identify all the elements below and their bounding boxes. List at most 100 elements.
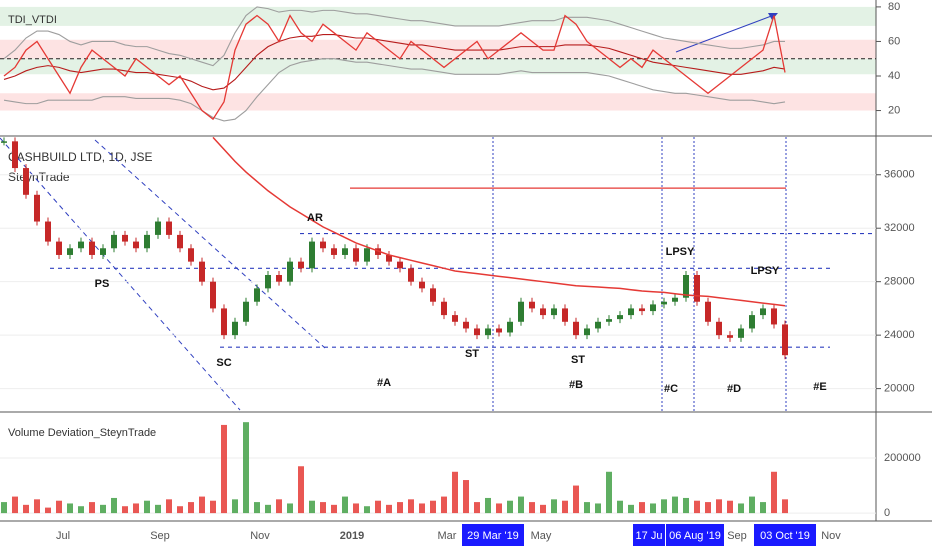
annotation: #B (569, 379, 583, 391)
date-marker (633, 524, 665, 546)
y-tick-label: 32000 (884, 222, 915, 234)
candle (12, 141, 18, 169)
y-tick-label: 0 (884, 507, 890, 519)
candle (309, 241, 315, 269)
volume-title: Volume Deviation_SteynTrade (8, 427, 156, 439)
candle (199, 261, 205, 282)
line (3, 58, 786, 122)
candle (771, 308, 777, 325)
candle (529, 301, 535, 309)
volume-bar (463, 480, 469, 514)
annotation: #C (664, 383, 678, 395)
x-tick-label: 2019 (340, 530, 364, 542)
volume-bar (617, 500, 623, 514)
volume-bar (309, 500, 315, 514)
candle (452, 315, 458, 322)
volume-bar (760, 502, 766, 514)
volume-bar (1, 502, 7, 514)
volume-bar (419, 503, 425, 514)
volume-bar (562, 500, 568, 514)
candle (144, 234, 150, 249)
date-marker-label: 17 Ju (636, 530, 663, 542)
candle (419, 281, 425, 289)
volume-bar (441, 496, 447, 514)
candle (573, 321, 579, 336)
y-tick-label: 24000 (884, 329, 915, 341)
volume-bar (694, 500, 700, 514)
volume-bar (727, 500, 733, 514)
candle (276, 275, 282, 282)
candle (89, 241, 95, 255)
candle (78, 241, 84, 249)
y-tick-label: 28000 (884, 276, 915, 288)
volume-bar (100, 504, 106, 514)
y-tick-label: 40 (888, 70, 900, 82)
price-title: CASHBUILD LTD, 1D, JSE (8, 150, 152, 164)
candle (650, 304, 656, 312)
volume-bar (67, 503, 73, 514)
candle (155, 221, 161, 235)
candle (287, 261, 293, 282)
candle (67, 248, 73, 255)
y-tick-label: 36000 (884, 169, 915, 181)
volume-bar (298, 466, 304, 514)
arrow (675, 14, 775, 53)
candle (254, 288, 260, 302)
volume-bar (45, 507, 51, 514)
line (3, 6, 785, 67)
volume-bar (551, 499, 557, 514)
candle (716, 321, 722, 336)
volume-bar (628, 504, 634, 514)
y-tick-label: 60 (888, 35, 900, 47)
annotation: #E (813, 381, 826, 393)
volume-bar (661, 499, 667, 514)
volume-bar (474, 502, 480, 514)
candle (694, 275, 700, 302)
volume-bar (672, 496, 678, 514)
volume-bar (188, 502, 194, 514)
y-tick-label: 20000 (884, 383, 915, 395)
candle (441, 301, 447, 316)
candle (738, 328, 744, 338)
annotation: AR (307, 212, 323, 224)
volume-bar (221, 424, 227, 514)
date-marker-label: 06 Aug '19 (669, 530, 721, 542)
volume-bar (287, 503, 293, 514)
volume-bar (23, 504, 29, 514)
candle (562, 308, 568, 322)
annotation: #A (377, 377, 391, 389)
x-tick-label: Sep (727, 530, 747, 542)
volume-bar (452, 471, 458, 514)
volume-bar (144, 500, 150, 514)
candle (232, 321, 238, 336)
volume-bar (254, 502, 260, 514)
candle (430, 288, 436, 302)
candle (507, 321, 513, 333)
annotation: LPSY (751, 265, 780, 277)
volume-bar (518, 496, 524, 514)
volume-bar (507, 500, 513, 514)
candle (353, 248, 359, 262)
volume-bar (177, 506, 183, 514)
trend-line (94, 139, 326, 349)
candle (166, 221, 172, 235)
volume-bar (342, 496, 348, 514)
volume-bar (496, 503, 502, 514)
candle (782, 324, 788, 356)
volume-bar (232, 499, 238, 514)
candle (705, 301, 711, 322)
volume-bar (771, 471, 777, 514)
zone (0, 39, 876, 59)
candle (518, 301, 524, 322)
x-tick-label: Nov (821, 530, 841, 542)
candle (133, 241, 139, 249)
volume-bar (595, 503, 601, 514)
candle (551, 308, 557, 316)
x-tick-label: Nov (250, 530, 270, 542)
annotation: ST (571, 354, 585, 366)
x-tick-label: Sep (150, 530, 170, 542)
candle (595, 321, 601, 329)
date-marker (754, 524, 816, 546)
volume-bar (166, 499, 172, 514)
